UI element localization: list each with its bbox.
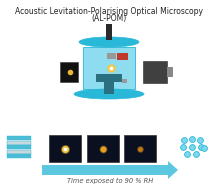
FancyBboxPatch shape xyxy=(7,149,31,153)
FancyBboxPatch shape xyxy=(124,135,156,162)
FancyBboxPatch shape xyxy=(122,79,127,83)
Text: (AL-POM): (AL-POM) xyxy=(91,14,127,23)
FancyBboxPatch shape xyxy=(143,61,167,83)
Polygon shape xyxy=(42,161,178,179)
FancyBboxPatch shape xyxy=(167,67,173,77)
Ellipse shape xyxy=(79,37,139,47)
FancyBboxPatch shape xyxy=(60,62,78,82)
FancyBboxPatch shape xyxy=(7,154,31,158)
FancyBboxPatch shape xyxy=(107,53,116,59)
Text: Time exposed to 90 % RH: Time exposed to 90 % RH xyxy=(67,178,153,184)
FancyBboxPatch shape xyxy=(104,78,114,94)
FancyBboxPatch shape xyxy=(7,140,31,145)
FancyBboxPatch shape xyxy=(49,135,81,162)
FancyBboxPatch shape xyxy=(7,145,31,149)
Text: Acoustic Levitation-Polarising Optical Microscopy: Acoustic Levitation-Polarising Optical M… xyxy=(15,7,203,16)
FancyBboxPatch shape xyxy=(83,47,135,89)
FancyBboxPatch shape xyxy=(117,53,128,60)
FancyBboxPatch shape xyxy=(96,74,122,82)
Ellipse shape xyxy=(74,89,144,99)
FancyBboxPatch shape xyxy=(87,135,119,162)
FancyBboxPatch shape xyxy=(106,24,112,40)
FancyBboxPatch shape xyxy=(7,136,31,140)
